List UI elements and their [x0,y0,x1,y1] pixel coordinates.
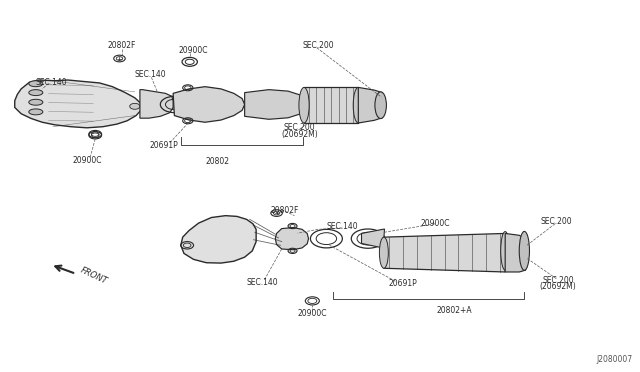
Text: SEC.140: SEC.140 [246,278,278,287]
Ellipse shape [29,90,43,96]
Ellipse shape [29,109,43,115]
Text: 20900C: 20900C [420,219,450,228]
Polygon shape [15,80,141,128]
Ellipse shape [380,237,388,268]
Ellipse shape [375,92,387,119]
Text: J2080007: J2080007 [596,355,633,364]
Polygon shape [244,90,304,119]
Text: (20692M): (20692M) [540,282,577,291]
Ellipse shape [353,87,364,123]
Text: SEC.200: SEC.200 [303,41,335,50]
Text: 20802: 20802 [206,157,230,166]
Polygon shape [173,87,244,122]
Polygon shape [140,90,173,118]
Ellipse shape [29,99,43,105]
Ellipse shape [29,81,43,87]
Circle shape [130,103,140,109]
Text: SEC.140: SEC.140 [135,70,166,79]
Text: SEC.200: SEC.200 [284,123,316,132]
Text: SEC.140: SEC.140 [36,78,67,87]
Text: 20691P: 20691P [149,141,178,150]
Text: SEC.200: SEC.200 [540,217,572,226]
Text: 20900C: 20900C [72,155,102,164]
Polygon shape [384,234,505,272]
Text: SEC.200: SEC.200 [542,276,574,285]
Text: FRONT: FRONT [79,266,108,286]
Polygon shape [275,228,308,250]
Text: 20900C: 20900C [298,310,327,318]
Text: 20802+A: 20802+A [436,307,472,315]
Polygon shape [358,87,383,123]
Ellipse shape [299,87,309,123]
Text: SEC.140: SEC.140 [326,222,358,231]
Text: 20802F: 20802F [271,206,299,215]
Text: 20691P: 20691P [388,279,417,288]
Polygon shape [505,234,525,272]
Ellipse shape [500,232,509,270]
Polygon shape [180,216,256,263]
Polygon shape [362,229,387,253]
Text: (20692M): (20692M) [281,129,318,139]
Polygon shape [304,87,358,123]
Ellipse shape [519,231,529,270]
Text: 20802F: 20802F [108,41,136,51]
Text: 20900C: 20900C [179,46,208,55]
